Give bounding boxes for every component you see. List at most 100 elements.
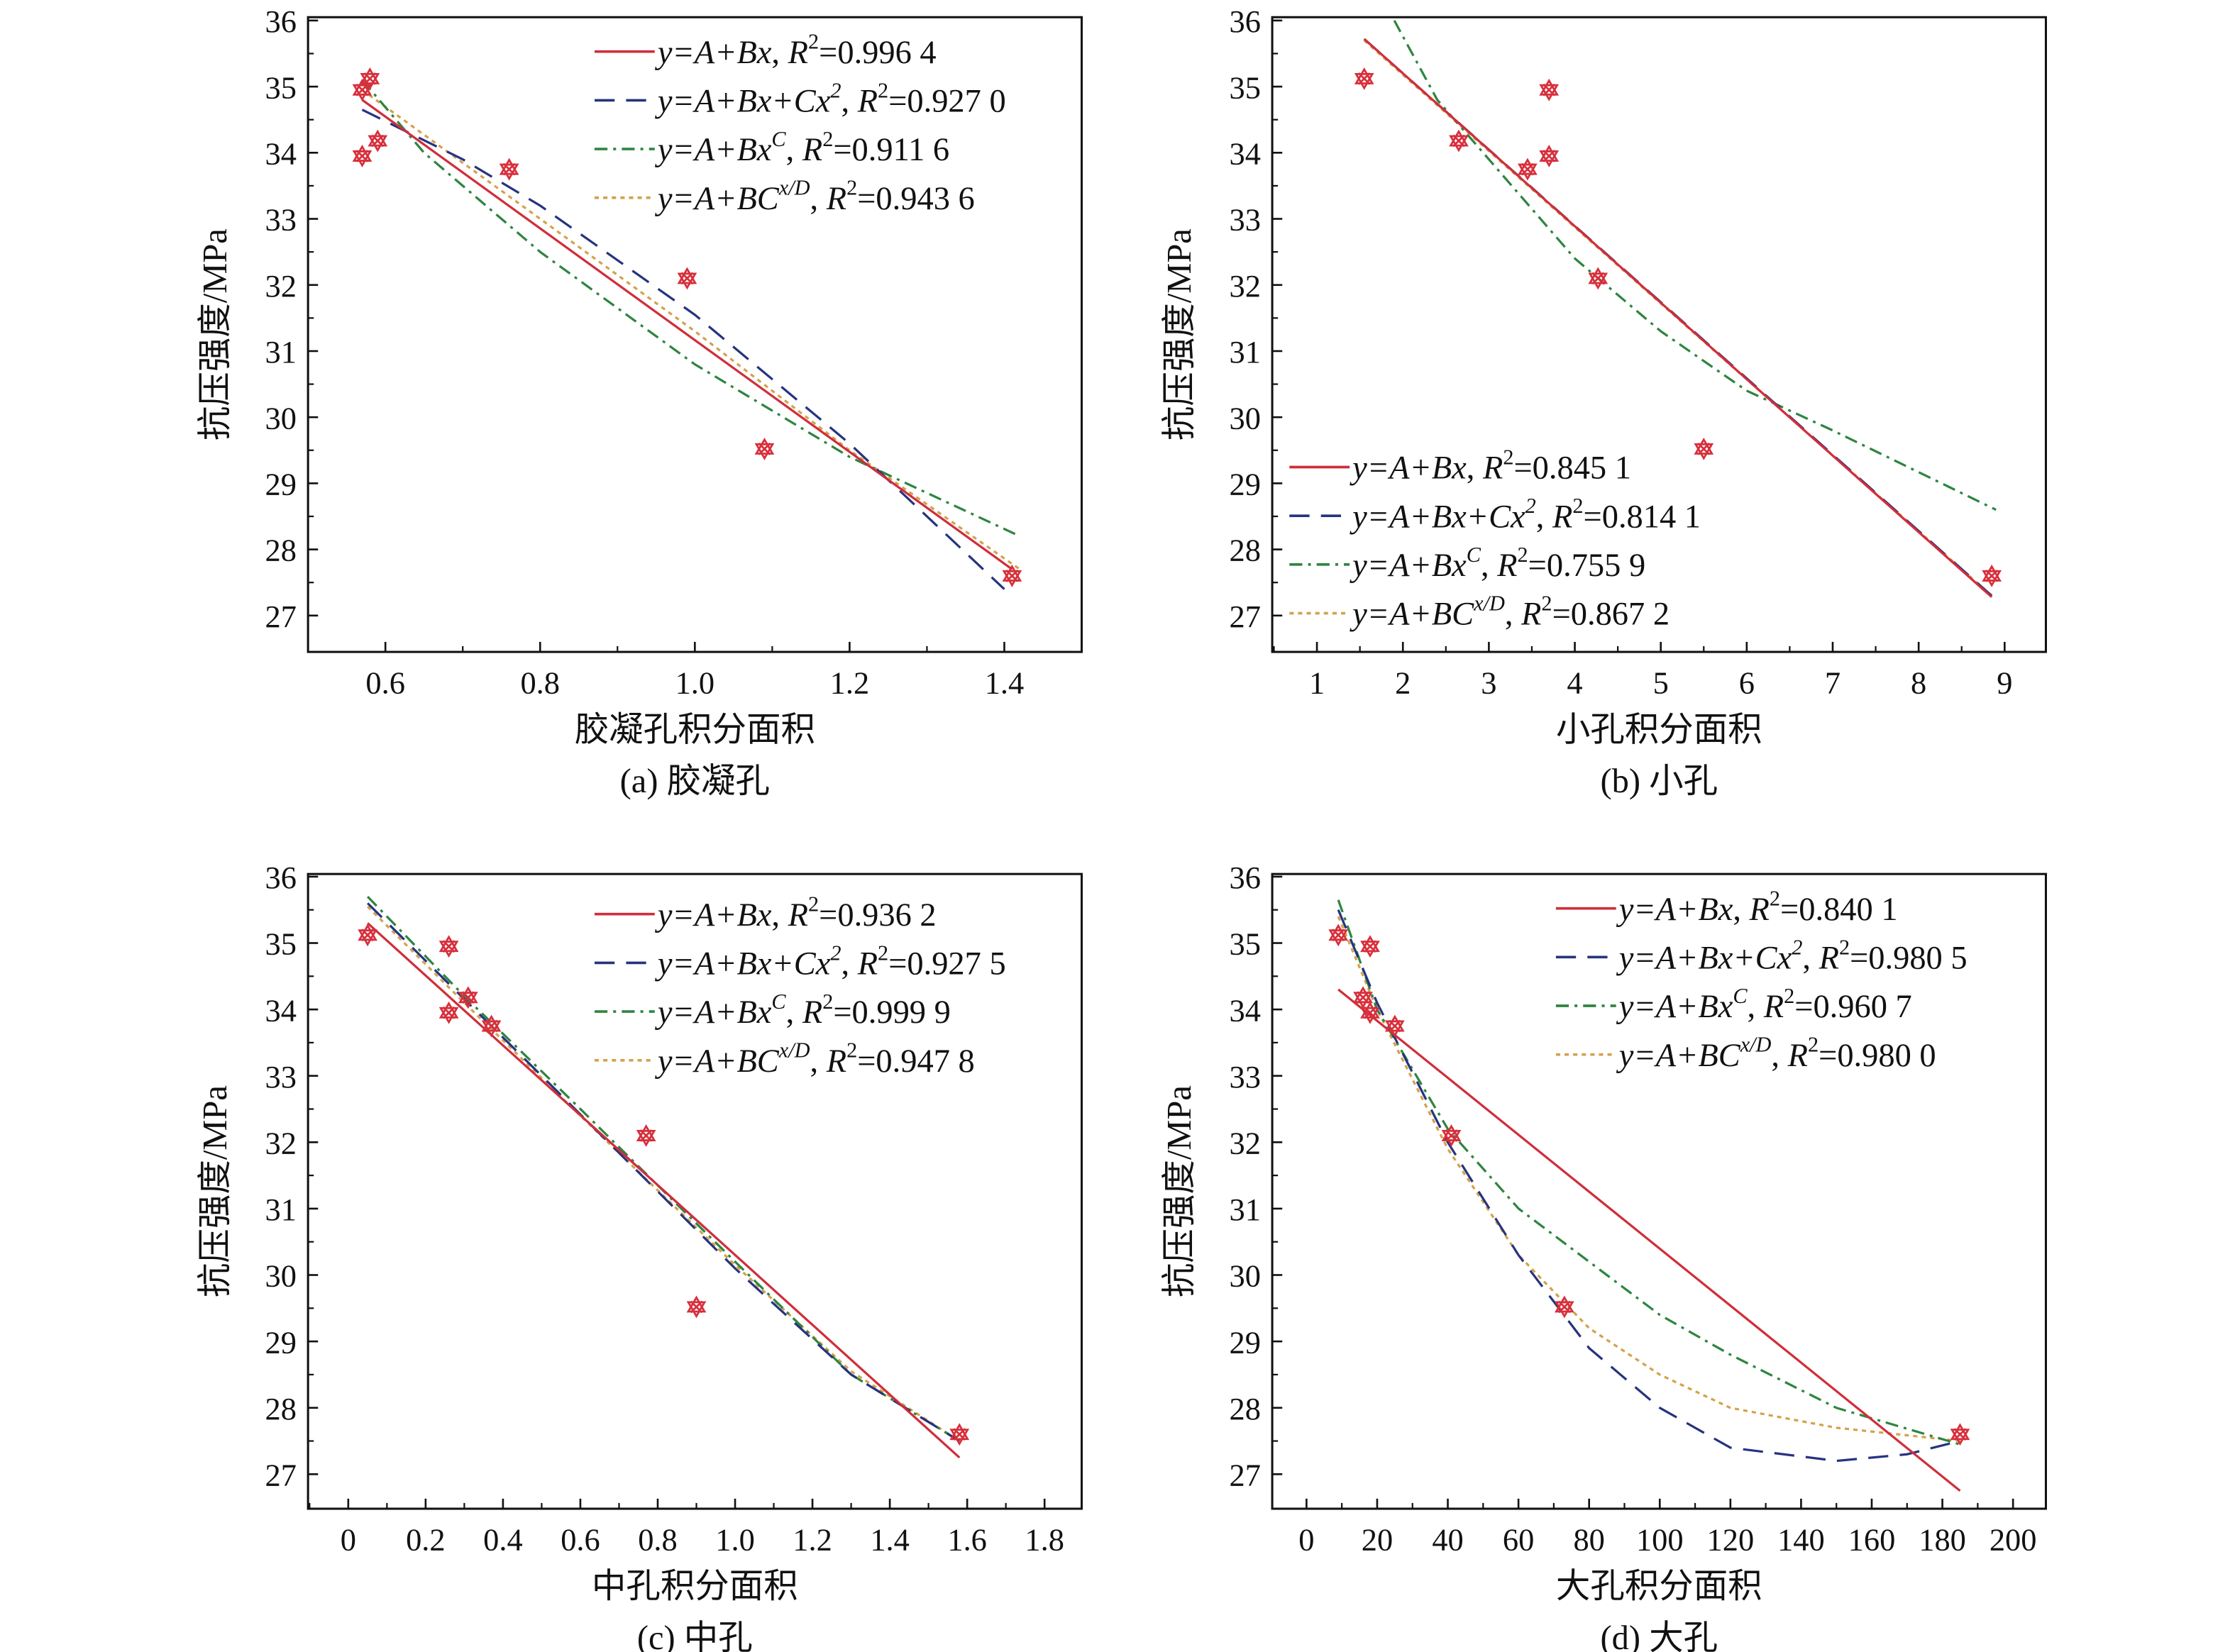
legend-equals: = xyxy=(1819,1038,1837,1074)
legend-r-superscript: 2 xyxy=(1503,445,1513,469)
legend-r-superscript: 2 xyxy=(1808,1033,1819,1057)
triangle-down-mark xyxy=(1518,163,1538,181)
legend-entry: y=A+Bx, R2=0.936 2 xyxy=(655,892,937,933)
legend-r-symbol: R xyxy=(1819,940,1839,976)
triangle-up-mark xyxy=(368,129,388,147)
data-point-marker xyxy=(352,78,372,101)
fit-curve-linear xyxy=(1363,38,1993,598)
triangle-up-mark xyxy=(1328,924,1349,941)
cross-mark xyxy=(1985,570,1999,582)
legend-entry: y=A+Bx+Cx2, R2=0.927 0 xyxy=(655,78,1006,119)
legend-formula: y=A+BC xyxy=(655,181,780,217)
triangle-down-mark xyxy=(499,163,519,181)
legend-separator: , xyxy=(1748,989,1764,1025)
legend-formula: y=A+Bx xyxy=(1350,450,1467,487)
fit-curve-linear xyxy=(1337,988,1961,1492)
x-tick-label: 1.0 xyxy=(715,1522,755,1558)
legend-separator: , xyxy=(1505,597,1521,633)
cross-mark xyxy=(1445,1129,1458,1142)
y-tick-label: 28 xyxy=(265,1391,297,1426)
y-tick-label: 30 xyxy=(265,1258,297,1294)
legend-entry: y=A+Bx, R2=0.996 4 xyxy=(655,30,937,71)
legend-r-symbol: R xyxy=(788,35,808,71)
x-tick-label: 8 xyxy=(1911,665,1926,701)
cross-mark xyxy=(680,272,694,285)
plot-frame xyxy=(307,872,1083,1510)
triangle-down-mark xyxy=(1539,150,1560,167)
x-tick-label: 0.4 xyxy=(483,1522,523,1558)
triangle-down-mark xyxy=(1950,1429,1970,1446)
legend-r2-value: 0.980 0 xyxy=(1837,1038,1936,1074)
legend-equals: = xyxy=(1584,499,1602,535)
data-point-marker xyxy=(358,924,377,947)
y-tick-label: 35 xyxy=(265,70,297,105)
legend-equals: = xyxy=(833,994,851,1031)
triangle-up-mark xyxy=(1588,267,1608,284)
legend-separator: , xyxy=(786,132,802,168)
legend-r2-value: 0.999 9 xyxy=(852,994,951,1031)
legend-r-symbol: R xyxy=(1749,892,1770,928)
x-tick-label: 140 xyxy=(1777,1522,1825,1558)
x-tick-label: 160 xyxy=(1848,1522,1896,1558)
triangle-down-mark xyxy=(438,1007,459,1024)
x-tick-label: 1.4 xyxy=(870,1522,910,1558)
cross-mark xyxy=(1364,940,1376,953)
legend-entry: y=A+BCx/D, R2=0.867 2 xyxy=(1350,591,1670,632)
legend-equals: = xyxy=(888,946,907,982)
legend-r2-value: 0.845 1 xyxy=(1533,450,1631,487)
cross-mark xyxy=(1332,928,1345,942)
y-tick-label: 33 xyxy=(1230,1059,1261,1094)
y-tick-label: 29 xyxy=(265,467,297,502)
data-point-marker xyxy=(1588,267,1608,290)
legend-separator: , xyxy=(810,181,827,217)
x-tick-label: 1.2 xyxy=(793,1522,832,1558)
legend-formula-superscript: C xyxy=(1467,543,1481,567)
triangle-down-mark xyxy=(360,72,380,90)
x-tick-label: 120 xyxy=(1707,1522,1755,1558)
data-point-marker xyxy=(686,1295,707,1319)
legend-r-symbol: R xyxy=(857,946,878,982)
triangle-up-mark xyxy=(1002,564,1022,582)
triangle-down-mark xyxy=(458,992,478,1009)
legend-separator: , xyxy=(1802,940,1819,976)
legend-separator: , xyxy=(810,1043,827,1080)
cross-mark xyxy=(363,72,377,85)
triangle-down-mark xyxy=(686,1301,707,1319)
triangle-down-mark xyxy=(352,150,372,167)
triangle-up-mark xyxy=(438,1001,459,1019)
legend-r-superscript: 2 xyxy=(1839,935,1850,959)
legend-formula: y=A+BC xyxy=(1350,597,1474,633)
legend-entry: y=A+BCx/D, R2=0.980 0 xyxy=(1616,1033,1936,1074)
x-axis-title: 小孔积分面积 xyxy=(1556,711,1762,748)
cross-mark xyxy=(690,1300,703,1314)
triangle-up-mark xyxy=(636,1124,656,1141)
legend-entry: y=A+Bx+Cx2, R2=0.814 1 xyxy=(1350,494,1701,535)
legend-entry: y=A+BCx/D, R2=0.943 6 xyxy=(655,176,975,217)
legend-equals: = xyxy=(1552,597,1571,633)
legend-formula-superscript: x/D xyxy=(1740,1033,1772,1057)
triangle-up-mark xyxy=(352,78,372,96)
x-tick-label: 100 xyxy=(1636,1522,1684,1558)
y-tick-label: 28 xyxy=(265,533,297,568)
x-tick-label: 9 xyxy=(1997,665,2012,701)
x-tick-label: 40 xyxy=(1432,1522,1463,1558)
legend-r-superscript: 2 xyxy=(808,30,819,54)
legend-formula-superscript: 2 xyxy=(1525,494,1536,518)
y-tick-label: 29 xyxy=(1230,1324,1261,1360)
x-axis-title: 中孔积分面积 xyxy=(592,1568,798,1605)
legend-r-superscript: 2 xyxy=(846,176,857,200)
legend-r-superscript: 2 xyxy=(822,127,833,151)
cross-mark xyxy=(1364,1006,1376,1019)
legend-formula: y=A+BC xyxy=(655,1043,780,1080)
cross-mark xyxy=(1697,443,1711,455)
plot-frame xyxy=(1271,16,2047,653)
legend-r-superscript: 2 xyxy=(878,941,888,965)
cross-mark xyxy=(1591,272,1605,285)
y-tick-label: 30 xyxy=(1230,400,1261,436)
x-tick-label: 1.8 xyxy=(1025,1522,1064,1558)
cross-mark xyxy=(355,150,369,162)
cross-mark xyxy=(361,928,374,942)
legend-r-symbol: R xyxy=(826,1043,846,1080)
fit-curve-linear xyxy=(361,99,1013,570)
cross-mark xyxy=(1452,134,1465,148)
